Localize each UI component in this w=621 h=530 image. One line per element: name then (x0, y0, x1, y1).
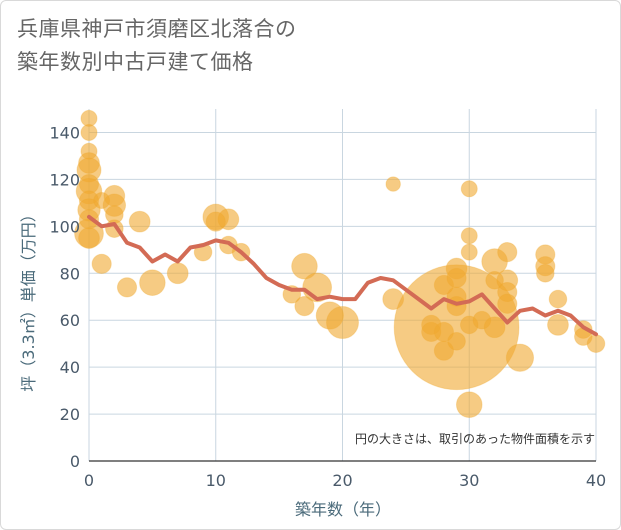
bubble-point (497, 293, 518, 314)
y-tick-label: 20 (60, 405, 80, 424)
bubble-point (460, 180, 478, 198)
y-tick-label: 100 (49, 217, 80, 236)
average-price-line (87, 214, 598, 337)
bubble-point (116, 277, 138, 298)
bubble-point (455, 391, 483, 418)
bubble-point (326, 306, 359, 340)
bubble-point (505, 343, 535, 372)
bubble-point (536, 263, 555, 283)
bubble-point (497, 242, 518, 263)
bubble-point (78, 227, 100, 249)
title-line-2: 築年数別中古戸建て価格 (17, 50, 254, 74)
bubble-point (548, 289, 568, 309)
bubble-point (291, 252, 318, 280)
x-tick-label: 40 (586, 471, 606, 490)
bubble-point (586, 334, 606, 353)
bubble-point (128, 210, 151, 233)
bubble-point (139, 269, 166, 296)
x-axis-title: 築年数（年） (295, 500, 391, 519)
y-tick-label: 80 (60, 264, 80, 283)
chart-title: 兵庫県神戸市須磨区北落合の 築年数別中古戸建て価格 (17, 13, 297, 79)
bubble-point (483, 316, 506, 339)
y-tick-label: 0 (70, 452, 80, 471)
bubble-point (385, 176, 401, 192)
bubble-point (80, 123, 98, 141)
bubble-point (447, 332, 466, 351)
bubble-point (217, 208, 240, 231)
bubble-point (460, 243, 478, 261)
bubble-point (91, 253, 112, 274)
size-annotation: 円の大きさは、取引のあった物件面積を示す (355, 431, 595, 446)
x-tick-label: 20 (332, 471, 352, 490)
x-tick-label: 0 (84, 471, 94, 490)
y-tick-label: 120 (49, 170, 80, 189)
y-tick-label: 40 (60, 358, 80, 377)
bubble-series (74, 109, 606, 418)
bubble-point (393, 264, 520, 391)
axes: 0 20 40 60 80 100 120 140 0 10 20 30 40 (49, 123, 606, 490)
bubble-point (166, 262, 189, 285)
bubble-point (460, 227, 478, 245)
title-line-1: 兵庫県神戸市須磨区北落合の (17, 17, 297, 41)
bubble-point (294, 296, 315, 317)
x-tick-label: 10 (206, 471, 226, 490)
bubble-point (547, 313, 569, 336)
trend-line-series (87, 214, 598, 337)
y-tick-label: 140 (49, 123, 80, 142)
x-tick-label: 30 (459, 471, 479, 490)
y-tick-label: 60 (60, 311, 80, 330)
y-axis-title: 坪（3.3㎡）単価（万円） (19, 206, 38, 391)
